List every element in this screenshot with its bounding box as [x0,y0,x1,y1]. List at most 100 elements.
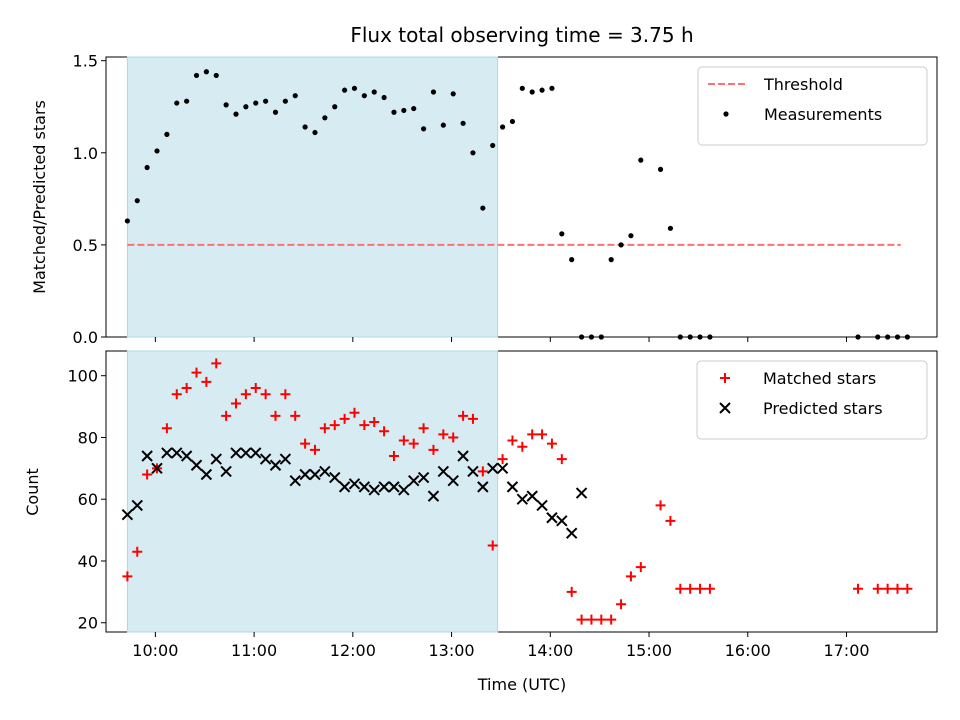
data-point [598,334,604,340]
ratio-plot-frame [105,56,938,338]
data-point [677,334,683,340]
matched-star-point [507,435,518,446]
predicted-star-point [269,459,282,471]
data-point [263,98,269,104]
data-point [885,334,891,340]
matched-star-point [408,438,419,449]
matched-star-point [221,410,232,421]
count-legend: Matched stars Predicted stars [696,360,928,440]
matched-star-point [211,358,222,369]
data-point [470,150,476,156]
legend-label: Measurements [764,105,882,124]
data-point [559,231,565,237]
matched-star-point [487,540,498,551]
x-tick-label: 13:00 [429,641,475,660]
data-point [509,118,516,125]
data-point [539,87,545,93]
data-point [342,87,348,93]
predicted-star-point [210,453,222,465]
data-point [657,166,664,172]
x-tick-label: 12:00 [330,641,376,660]
matched-star-point [300,438,311,449]
data-point [361,93,367,99]
predicted-star-point [151,462,163,475]
predicted-star-point [338,481,351,493]
predicted-star-point [220,465,232,478]
predicted-star-point [388,481,400,493]
y-tick-label: 40 [78,552,98,571]
data-point [638,157,644,163]
data-point [401,107,407,114]
matched-star-point [142,469,153,480]
y-tick-label: 1.0 [73,144,98,163]
data-point [687,334,693,340]
data-point [174,100,180,106]
matched-star-point [418,423,429,434]
legend-label: Predicted stars [763,399,883,418]
predicted-star-point [289,474,301,487]
matched-star-point [359,420,370,431]
data-point [243,104,249,110]
matched-star-point [467,413,478,424]
y-tick-label: 0.0 [73,328,98,347]
count-plot-frame [105,350,938,633]
predicted-star-point [457,450,469,462]
predicted-star-point [309,468,321,481]
matched-star-point [369,417,380,428]
matched-star-point [339,413,350,424]
predicted-star-point [467,465,479,478]
matched-star-point [616,599,627,610]
count-y-axis-title: Count [23,468,42,516]
matched-star-point [270,410,281,421]
matched-star-point [191,367,202,378]
matched-star-point [872,583,883,594]
data-point [588,334,595,340]
matched-star-point [240,389,251,400]
observing-interval-shade [126,350,499,633]
predicted-star-point [398,484,410,496]
data-point [351,85,358,91]
predicted-star-point [526,490,538,502]
predicted-star-point [171,447,183,459]
data-point [184,98,190,104]
x-tick-label: 11:00 [231,641,277,660]
matched-star-point [379,426,390,437]
predicted-star-point [200,468,213,481]
matched-star-point [625,571,636,582]
data-point [608,257,614,263]
predicted-star-point [437,465,450,478]
matched-star-point [882,583,893,594]
data-point [875,334,881,340]
predicted-star-point [368,484,380,496]
data-point [490,142,496,149]
y-tick-label: 100 [67,367,98,386]
legend-matched-swatch [720,373,730,383]
matched-star-point [537,429,548,440]
data-point [440,122,446,128]
data-point [144,164,150,171]
matched-star-point [665,515,676,526]
predicted-star-point [319,465,331,478]
predicted-star-point [259,453,272,465]
data-point [253,100,259,106]
matched-star-point [280,389,291,400]
data-point [667,225,674,231]
predicted-star-point [240,447,252,459]
predicted-star-point [486,462,499,475]
predicted-star-point [190,459,203,471]
data-point [430,89,437,95]
data-point [697,334,703,340]
data-point [549,85,555,91]
x-axis-title: Time (UTC) [477,675,566,694]
data-point [450,91,456,97]
chart-title: Flux total observing time = 3.75 h [350,23,693,47]
data-point [292,93,298,99]
count-panel: 20 40 60 80 100 10:00 11:00 12:00 13:00 14:00 15:… [23,350,938,694]
matched-star-point [477,466,488,477]
matched-star-point [132,546,143,557]
y-tick-label: 0.5 [73,236,98,255]
ratio-panel: 0.0 0.5 1.0 1.5 Matched/Predicted stars Thr… [30,52,938,347]
predicted-star-point [536,499,548,512]
data-point [618,242,624,248]
